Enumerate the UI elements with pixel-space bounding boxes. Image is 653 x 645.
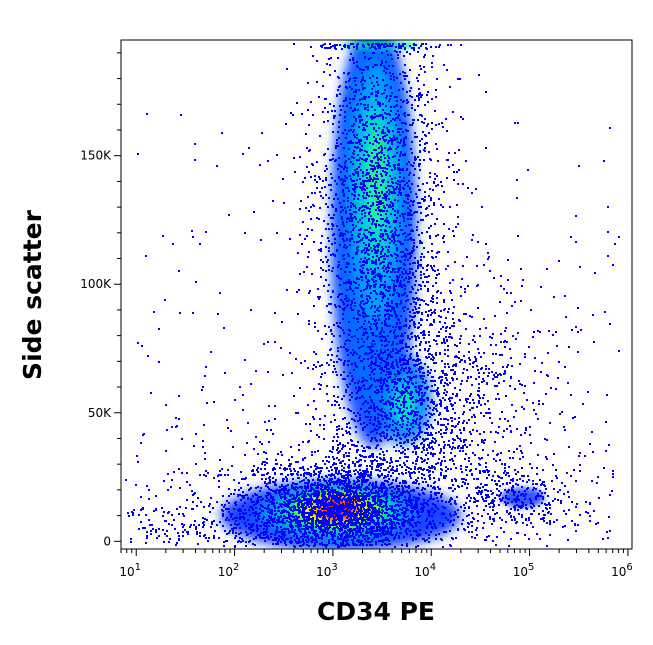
y-tick-label: 150K: [80, 149, 112, 163]
y-axis: 0 50K 100K 150K: [80, 52, 121, 548]
y-axis-title: Side scatter: [18, 209, 47, 380]
x-tick-label: 105: [513, 562, 535, 579]
dot-cloud: [125, 43, 620, 548]
y-tick-label: 50K: [88, 406, 112, 420]
x-axis: 101 102 103 104 105 106: [119, 549, 633, 579]
plot-frame: [120, 39, 633, 550]
x-tick-label: 103: [316, 562, 338, 579]
x-axis-title: CD34 PE: [317, 597, 435, 626]
scatter-dots: [125, 43, 620, 548]
x-tick-label: 101: [119, 562, 141, 579]
y-tick-label: 0: [103, 534, 111, 548]
x-tick-label: 104: [414, 562, 436, 579]
y-tick-label: 100K: [80, 277, 112, 291]
x-tick-label: 102: [218, 562, 240, 579]
x-tick-label: 106: [611, 562, 633, 579]
